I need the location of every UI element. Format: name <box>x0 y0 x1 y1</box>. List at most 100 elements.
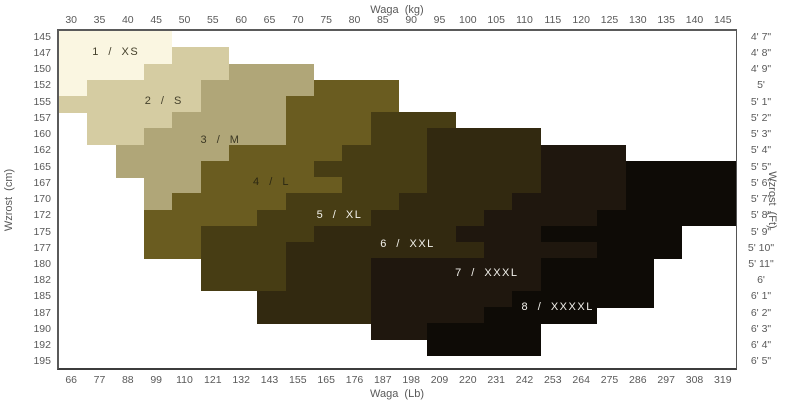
size-region-xxl <box>427 177 541 194</box>
size-region-xxxl <box>512 193 626 211</box>
bottom-axis-title: Waga (Lb) <box>369 388 424 400</box>
size-region-m <box>115 160 201 178</box>
size-region-xxl <box>257 307 371 324</box>
bottom-tick-lb: 286 <box>629 374 647 386</box>
size-region-l <box>285 112 371 129</box>
size-region-l <box>144 225 201 243</box>
size-region-xxxxl <box>625 177 736 194</box>
size-region-xxxxl <box>597 242 683 259</box>
size-region-xl <box>342 177 428 194</box>
size-region-xxl <box>399 193 513 211</box>
bottom-tick-lb: 77 <box>93 374 106 386</box>
left-tick-cm: 190 <box>33 322 51 335</box>
size-region-xl <box>342 144 428 162</box>
top-tick-kg: 55 <box>206 14 219 26</box>
size-region-m <box>172 112 286 129</box>
plot-area: 1 / XS 2 / S 3 / M 4 / L 5 / XL 6 / XXL 7 / XX… <box>57 29 737 370</box>
size-label-xs: 1 / XS <box>92 46 140 59</box>
size-region-xxxl <box>540 160 626 178</box>
top-tick-kg: 75 <box>320 14 333 26</box>
left-tick-cm: 170 <box>33 193 51 205</box>
size-region-xxxxl <box>540 225 683 243</box>
right-tick-ft: 5' 10" <box>747 241 775 254</box>
top-tick-kg: 35 <box>93 14 106 26</box>
bottom-tick-lb: 155 <box>289 374 307 386</box>
left-tick-cm: 167 <box>33 176 51 189</box>
left-tick-cm: 145 <box>33 30 51 43</box>
size-region-xxxxl <box>625 193 736 211</box>
size-region-m <box>144 193 173 211</box>
size-region-xxxl <box>370 307 484 324</box>
left-tick-cm: 150 <box>33 63 51 76</box>
size-region-xxl <box>370 209 484 227</box>
size-region-m <box>115 144 229 162</box>
size-region-m <box>144 128 286 146</box>
top-tick-kg: 130 <box>629 14 647 26</box>
size-region-xxxl <box>484 242 598 259</box>
size-region-s <box>172 47 229 64</box>
right-tick-ft: 4' 7" <box>750 30 772 43</box>
top-tick-kg: 105 <box>487 14 505 26</box>
top-tick-kg: 120 <box>572 14 590 26</box>
bottom-tick-lb: 264 <box>572 374 590 386</box>
size-region-m <box>200 96 286 113</box>
left-tick-cm: 157 <box>33 111 51 124</box>
right-tick-ft: 5' 11" <box>748 258 774 270</box>
size-region-xxl <box>427 128 541 146</box>
size-region-xs <box>59 31 173 48</box>
left-tick-cm: 160 <box>33 128 51 140</box>
size-region-l <box>285 96 399 113</box>
top-tick-kg: 115 <box>544 14 562 26</box>
size-region-xxl <box>257 290 371 308</box>
bottom-tick-lb: 231 <box>487 374 505 386</box>
size-region-s <box>59 96 201 113</box>
size-region-xxxl <box>540 177 626 194</box>
size-region-xxl <box>285 258 371 276</box>
size-region-xxxxl <box>625 160 736 178</box>
left-tick-cm: 177 <box>33 241 51 254</box>
size-region-xxl <box>427 160 541 178</box>
size-region-xxxl <box>455 225 541 243</box>
left-tick-cm: 185 <box>33 290 51 303</box>
top-tick-kg: 50 <box>178 14 191 26</box>
right-tick-ft: 5' 6" <box>750 176 772 189</box>
size-region-xxxl <box>370 323 428 341</box>
size-region-m <box>144 177 201 194</box>
size-region-l <box>200 160 314 178</box>
top-tick-kg: 80 <box>348 14 361 26</box>
size-region-xxxxl <box>427 323 541 341</box>
right-tick-ft: 5' 2" <box>750 111 772 124</box>
size-region-xl <box>257 209 371 227</box>
left-tick-cm: 155 <box>33 95 51 108</box>
left-tick-cm: 162 <box>33 144 51 157</box>
bottom-tick-lb: 275 <box>600 374 619 386</box>
bottom-tick-lb: 187 <box>374 374 392 386</box>
top-tick-kg: 110 <box>516 14 533 26</box>
size-region-xxxxl <box>540 258 654 276</box>
size-region-xs <box>59 63 144 81</box>
size-region-xxxxl <box>484 307 598 324</box>
bottom-tick-lb: 242 <box>515 374 534 386</box>
size-label-s: 2 / S <box>144 94 183 107</box>
bottom-tick-lb: 209 <box>430 374 449 386</box>
bottom-tick-lb: 308 <box>685 374 704 386</box>
right-tick-ft: 5' 9" <box>750 225 772 238</box>
left-tick-cm: 187 <box>33 306 51 319</box>
right-tick-ft: 5' 4" <box>750 144 772 157</box>
top-tick-kg: 40 <box>121 14 134 26</box>
top-tick-kg: 85 <box>376 14 389 26</box>
top-tick-kg: 90 <box>405 14 418 26</box>
right-tick-ft: 4' 8" <box>750 46 772 59</box>
bottom-tick-lb: 88 <box>121 374 134 386</box>
size-region-xxxl <box>370 290 513 308</box>
top-tick-kg: 100 <box>459 14 477 26</box>
size-region-xxxxl <box>427 339 541 357</box>
bottom-tick-lb: 198 <box>402 374 420 386</box>
right-tick-ft: 6' <box>757 274 765 287</box>
right-tick-ft: 6' 2" <box>750 306 772 319</box>
left-tick-cm: 152 <box>33 79 51 92</box>
size-region-xs <box>59 79 88 97</box>
size-region-xs <box>59 47 173 64</box>
size-region-xxxl <box>370 258 541 276</box>
